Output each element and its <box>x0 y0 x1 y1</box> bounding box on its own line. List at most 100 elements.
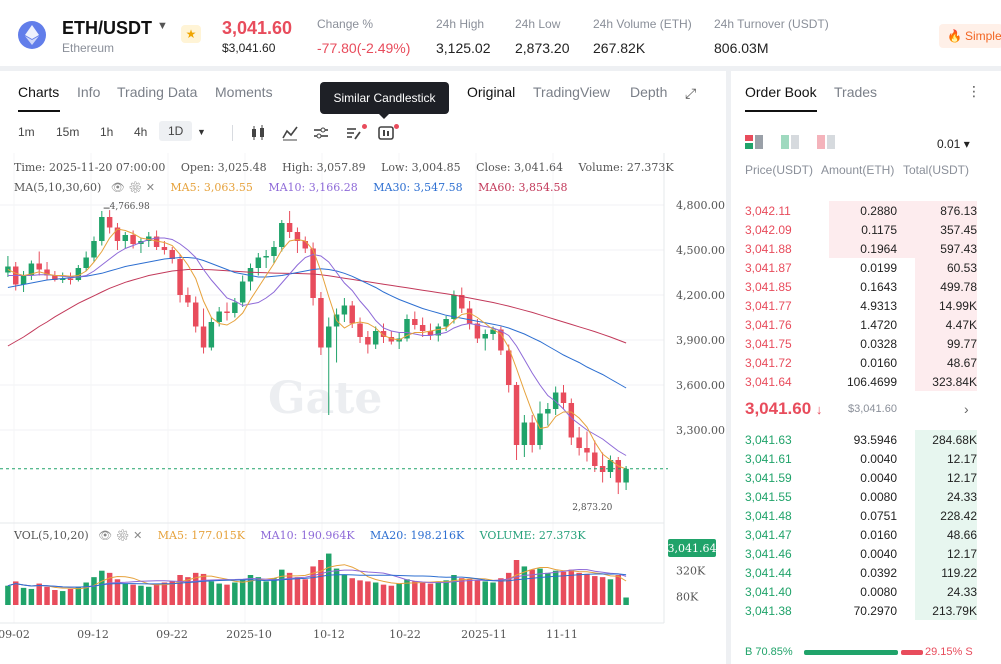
row-amount: 0.0392 <box>860 566 897 580</box>
tab-trades[interactable]: Trades <box>834 84 878 100</box>
volume-bar <box>537 568 543 605</box>
volume-bar <box>239 579 246 605</box>
bid-row[interactable]: 3,041.44 0.0392 119.22 <box>731 563 1001 582</box>
bid-row[interactable]: 3,041.46 0.0040 12.17 <box>731 544 1001 563</box>
ask-row[interactable]: 3,042.11 0.2880 876.13 <box>731 201 1001 220</box>
candle-body <box>584 448 590 453</box>
candle-body <box>192 302 199 327</box>
ask-row[interactable]: 3,041.77 4.9313 14.99K <box>731 296 1001 315</box>
layout-bids-icon[interactable] <box>781 135 799 149</box>
pair-selector[interactable]: ETH/USDT <box>62 18 152 38</box>
tab-tradingview[interactable]: TradingView <box>533 84 611 100</box>
candle-body <box>529 422 535 445</box>
ask-row[interactable]: 3,041.85 0.1643 499.78 <box>731 277 1001 296</box>
candle-body <box>28 263 35 276</box>
interval-1h[interactable]: 1h <box>100 125 114 139</box>
vol-ma5-line <box>7 564 627 590</box>
more-vertical-icon[interactable]: ⋮ <box>967 83 981 99</box>
candle-type-icon[interactable] <box>248 123 268 143</box>
precision-select[interactable]: 0.01 ▾ <box>937 137 970 151</box>
row-price: 3,041.59 <box>745 471 792 485</box>
indicator-icon[interactable] <box>280 123 300 143</box>
candle-body <box>443 319 449 327</box>
bid-row[interactable]: 3,041.38 70.2970 213.79K <box>731 601 1001 620</box>
row-amount: 0.0040 <box>860 547 897 561</box>
volume-bar <box>106 572 113 605</box>
interval-1d[interactable]: 1D <box>159 121 193 141</box>
favorite-star-icon[interactable]: ★ <box>181 25 201 43</box>
current-price-badge: 3,041.64 <box>668 539 717 557</box>
volume-bar <box>513 560 520 605</box>
volume-bar <box>216 583 222 605</box>
candle-body <box>490 329 496 334</box>
eye-icon[interactable]: 👁 ⚙ ✕ <box>98 529 143 542</box>
bid-row[interactable]: 3,041.55 0.0080 24.33 <box>731 487 1001 506</box>
depth-bar <box>915 525 977 544</box>
volume-bar <box>505 572 512 605</box>
interval-15m[interactable]: 15m <box>56 125 80 139</box>
interval-4h[interactable]: 4h <box>134 125 148 139</box>
legend-ma10: MA10: 3,166.28 <box>268 181 358 194</box>
volume-bar <box>153 583 160 605</box>
bid-row[interactable]: 3,041.48 0.0751 228.42 <box>731 506 1001 525</box>
bid-row[interactable]: 3,041.61 0.0040 12.17 <box>731 449 1001 468</box>
candle-body <box>349 305 355 324</box>
layout-both-icon[interactable] <box>745 135 763 149</box>
high-marker-label: 4,766.98 <box>110 202 150 212</box>
active-tab-indicator <box>745 110 817 112</box>
similar-candlestick-icon[interactable] <box>376 123 396 143</box>
pair-full-name: Ethereum <box>62 41 115 55</box>
tab-order-book[interactable]: Order Book <box>745 84 817 100</box>
ask-row[interactable]: 3,041.64 106.4699 323.84K <box>731 372 1001 391</box>
candle-body <box>459 295 465 309</box>
volume-bar <box>263 581 269 605</box>
volume-bar <box>59 591 66 605</box>
drawing-tools-icon[interactable] <box>344 123 364 143</box>
candlestick-chart[interactable]: Time: 2025-11-20 07:00:00 Open: 3,025.48… <box>0 153 726 664</box>
simple-mode-button[interactable]: 🔥 Simple <box>939 24 1001 48</box>
stat-24h-turnover: 24h Turnover (USDT) 806.03M <box>714 17 829 56</box>
eye-icon[interactable]: 👁 ⚙ ✕ <box>110 181 155 194</box>
depth-bar <box>915 506 977 525</box>
tab-trading-data[interactable]: Trading Data <box>117 84 198 100</box>
tab-depth[interactable]: Depth <box>630 84 668 100</box>
tab-moments[interactable]: Moments <box>215 84 273 100</box>
ma10-line <box>7 237 627 456</box>
candle-body <box>302 241 309 249</box>
chevron-right-icon[interactable]: › <box>964 401 969 417</box>
x-tick-label: 09-02 <box>0 628 30 641</box>
tab-charts[interactable]: Charts <box>18 84 60 100</box>
candle-body <box>310 248 316 298</box>
tab-info[interactable]: Info <box>77 84 101 100</box>
volume-bar <box>75 586 82 605</box>
last-price: 3,041.60 <box>222 18 293 38</box>
ask-row[interactable]: 3,041.75 0.0328 99.77 <box>731 334 1001 353</box>
ask-row[interactable]: 3,042.09 0.1175 357.45 <box>731 220 1001 239</box>
ask-row[interactable]: 3,041.76 1.4720 4.47K <box>731 315 1001 334</box>
bid-row[interactable]: 3,041.40 0.0080 24.33 <box>731 582 1001 601</box>
low-marker-label: 2,873.20 <box>572 503 612 513</box>
volume-bar <box>255 577 262 605</box>
ask-row[interactable]: 3,041.88 0.1964 597.43 <box>731 239 1001 258</box>
tab-original[interactable]: Original <box>467 84 516 100</box>
row-price: 3,041.85 <box>745 280 792 294</box>
layout-asks-icon[interactable] <box>817 135 835 149</box>
candle-body <box>412 319 418 325</box>
bid-row[interactable]: 3,041.47 0.0160 48.66 <box>731 525 1001 544</box>
bid-row[interactable]: 3,041.63 93.5946 284.68K <box>731 430 1001 449</box>
volume-bar <box>208 581 215 605</box>
settings-sliders-icon[interactable] <box>311 123 331 143</box>
interval-dropdown-icon[interactable]: ▼ <box>197 127 206 137</box>
ask-row[interactable]: 3,041.72 0.0160 48.67 <box>731 353 1001 372</box>
ask-row[interactable]: 3,041.87 0.0199 60.53 <box>731 258 1001 277</box>
candle-body <box>106 217 113 228</box>
volume-bar <box>349 578 355 605</box>
bid-row[interactable]: 3,041.59 0.0040 12.17 <box>731 468 1001 487</box>
chevron-down-icon[interactable]: ▼ <box>157 20 168 32</box>
row-price: 3,041.46 <box>745 547 792 561</box>
row-total: 119.22 <box>941 566 977 580</box>
expand-icon[interactable]: ⤢ <box>685 85 697 101</box>
candle-body <box>263 256 269 258</box>
interval-1m[interactable]: 1m <box>18 125 35 139</box>
volume-bar <box>247 575 254 605</box>
